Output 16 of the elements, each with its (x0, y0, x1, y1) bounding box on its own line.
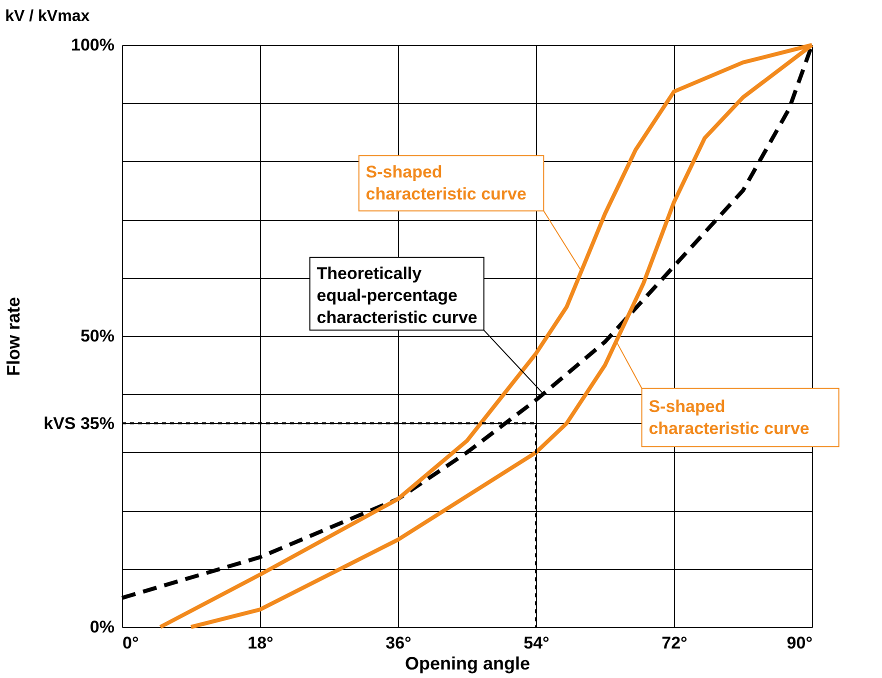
annotation: S-shaped characteristic curve (648, 396, 810, 438)
x-axis-title: Opening angle (404, 654, 530, 674)
x-tick-label: 0° (122, 634, 139, 652)
y-tick-label: 100% (71, 36, 114, 54)
annotation: Theoretically equal-percentage characteristic curve (316, 264, 478, 328)
x-tick-label: 54° (524, 634, 550, 652)
x-tick-label: 72° (662, 634, 688, 652)
y-tick-label: 50% (80, 326, 114, 346)
y-tick-label: kVS 35% (44, 414, 114, 433)
x-tick-label: 18° (248, 634, 274, 652)
y-axis-title: Flow rate (4, 296, 24, 376)
chart-title: kV / kVmax (5, 8, 90, 25)
y-tick-label: 0% (90, 618, 114, 636)
annotation: S-shaped characteristic curve (366, 162, 526, 204)
x-tick-label: 90° (786, 634, 813, 652)
x-tick-label: 36° (386, 634, 412, 652)
